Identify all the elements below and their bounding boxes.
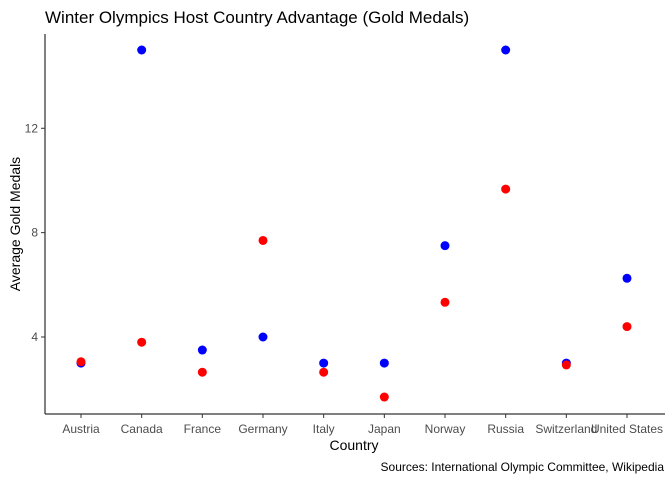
data-point [561, 360, 571, 370]
y-tick-label: 4 [31, 330, 38, 344]
data-point [440, 241, 450, 251]
data-point [197, 367, 207, 377]
x-tick-label: Austria [62, 422, 100, 436]
data-point [76, 357, 86, 367]
y-tick-label: 8 [31, 226, 38, 240]
x-tick-label: Canada [121, 422, 163, 436]
y-ticks: 4 8 12 [25, 121, 45, 344]
chart-title: Winter Olympics Host Country Advantage (… [45, 8, 469, 27]
x-tick-label: France [184, 422, 222, 436]
x-tick-label: United States [591, 422, 663, 436]
data-point [137, 45, 147, 55]
x-tick-label: Germany [238, 422, 287, 436]
x-axis-label: Country [329, 437, 378, 453]
x-tick-label: Norway [425, 422, 466, 436]
data-point [319, 367, 329, 377]
x-ticks: Austria Canada France Germany Italy Japan Norw… [62, 414, 663, 436]
x-tick-label: Japan [368, 422, 401, 436]
data-point [440, 297, 450, 307]
axes [44, 34, 665, 415]
data-point [379, 392, 389, 402]
y-tick-label: 12 [25, 121, 39, 135]
data-point [379, 358, 389, 368]
data-point [319, 358, 329, 368]
data-point [137, 337, 147, 347]
y-axis-label: Average Gold Medals [7, 157, 23, 291]
data-point [622, 273, 632, 283]
data-point [622, 322, 632, 332]
data-point [501, 184, 511, 194]
data-point [501, 45, 511, 55]
x-tick-label: Russia [487, 422, 524, 436]
chart-caption: Sources: International Olympic Committee… [381, 460, 665, 474]
data-point [197, 345, 207, 355]
x-tick-label: Switzerland [535, 422, 597, 436]
data-point [258, 235, 268, 245]
x-tick-label: Italy [313, 422, 335, 436]
data-point [258, 332, 268, 342]
data-points [76, 45, 632, 402]
